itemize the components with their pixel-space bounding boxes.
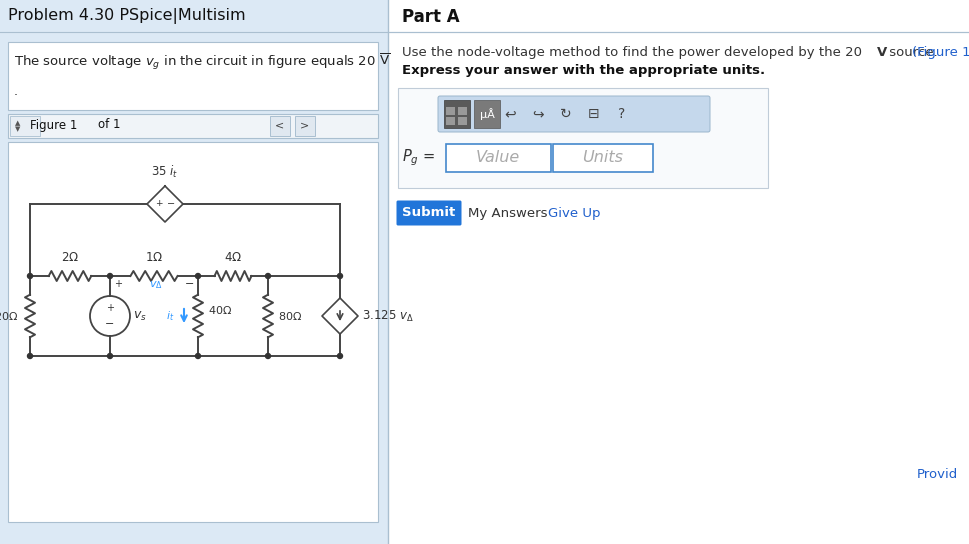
Text: Value: Value [476,151,519,165]
Text: (Figure 1): (Figure 1) [911,46,969,59]
Bar [295,116,315,136]
Text: $i_t$: $i_t$ [166,309,173,323]
Text: ↪: ↪ [532,107,544,121]
Bar [446,144,550,172]
Text: $v_s$: $v_s$ [133,310,146,323]
Text: $P_g$ =: $P_g$ = [401,148,435,168]
Text: Problem 4.30 PSpice|Multisim: Problem 4.30 PSpice|Multisim [8,8,245,24]
Bar [269,116,290,136]
Text: ↩: ↩ [504,107,516,121]
Text: −: − [167,199,174,209]
Bar [552,144,652,172]
Text: Units: Units [582,151,623,165]
Bar [444,100,470,128]
Text: ?: ? [617,107,625,121]
Text: −: − [106,319,114,329]
Text: >: > [300,120,309,130]
Text: +: + [106,303,114,313]
Text: Part A: Part A [401,8,459,26]
Text: 80$\Omega$: 80$\Omega$ [278,310,302,322]
Text: of 1: of 1 [98,119,120,132]
FancyBboxPatch shape [438,96,709,132]
Bar [446,107,454,115]
FancyBboxPatch shape [396,201,461,226]
Text: 35 $i_t$: 35 $i_t$ [151,164,178,180]
Circle shape [196,354,201,358]
Text: source.: source. [884,46,937,59]
Text: +: + [114,279,122,289]
Text: <: < [275,120,284,130]
Text: 2$\Omega$: 2$\Omega$ [61,251,78,264]
Text: +: + [155,200,163,208]
Text: .: . [14,85,18,98]
Circle shape [266,274,270,279]
Text: 20$\Omega$: 20$\Omega$ [0,310,18,322]
Circle shape [27,354,33,358]
Text: My Answers: My Answers [467,207,547,219]
Text: 4$\Omega$: 4$\Omega$ [224,251,242,264]
Text: $v_\Delta$: $v_\Delta$ [149,279,163,291]
Circle shape [27,274,33,279]
Circle shape [266,354,270,358]
Text: μÅ: μÅ [479,108,494,120]
Bar [446,117,454,125]
Text: 1$\Omega$: 1$\Omega$ [144,251,163,264]
Text: V: V [876,46,887,59]
Circle shape [337,274,342,279]
Bar [8,42,378,110]
Text: −: − [184,279,194,289]
Bar [10,116,40,136]
Bar [8,114,378,138]
Text: 3.125 $v_\Delta$: 3.125 $v_\Delta$ [361,308,414,324]
Text: Express your answer with the appropriate units.: Express your answer with the appropriate… [401,64,765,77]
Bar [457,117,466,125]
Circle shape [108,354,112,358]
Text: ↻: ↻ [560,107,571,121]
Text: ⊟: ⊟ [587,107,599,121]
Bar [474,100,499,128]
Bar [457,107,466,115]
Text: 40$\Omega$: 40$\Omega$ [207,304,232,316]
Text: ▲: ▲ [16,120,20,126]
Text: ▼: ▼ [16,126,20,132]
Bar [8,142,378,522]
Text: Figure 1: Figure 1 [30,119,78,132]
Text: Give Up: Give Up [547,207,600,219]
Text: The source voltage $v_g$ in the circuit in figure equals 20 $\overline{\rm V}$: The source voltage $v_g$ in the circuit … [14,52,390,72]
Text: Use the node-voltage method to find the power developed by the 20: Use the node-voltage method to find the … [401,46,865,59]
Circle shape [108,274,112,279]
Text: Provid: Provid [916,467,957,480]
Circle shape [196,274,201,279]
Text: Submit: Submit [402,207,455,219]
Bar [397,88,767,188]
Circle shape [337,354,342,358]
Bar [0,0,388,544]
